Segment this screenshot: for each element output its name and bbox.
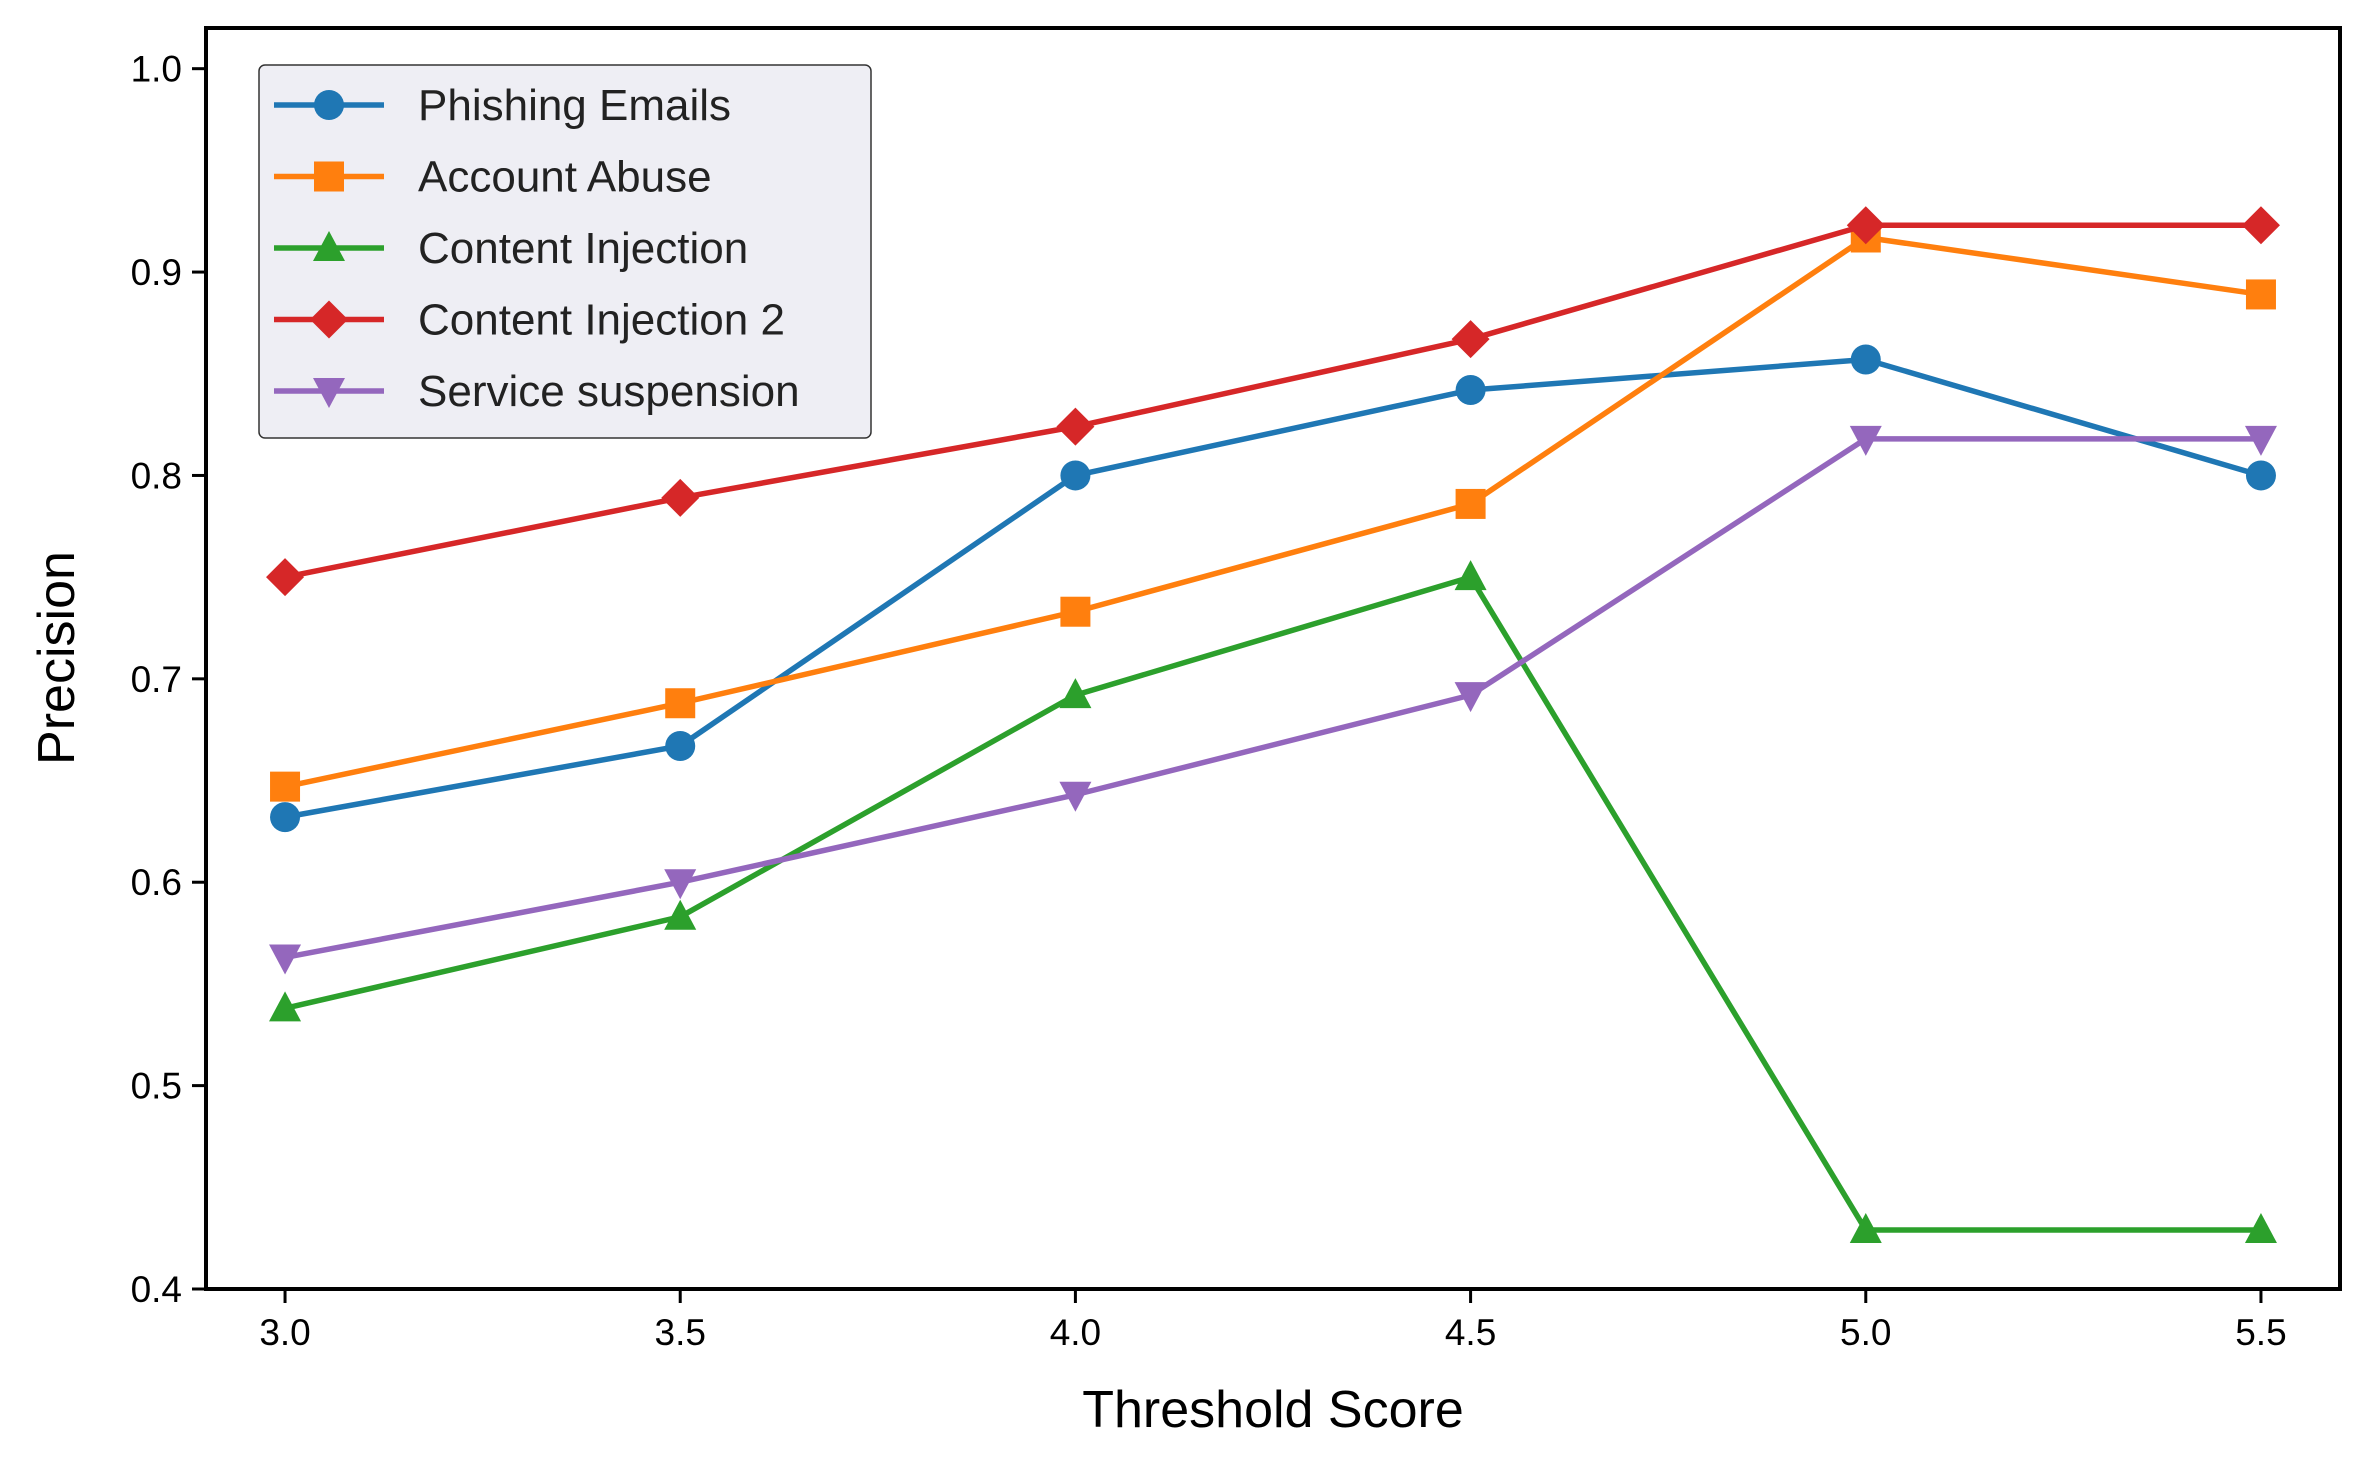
y-tick-label: 0.6 xyxy=(131,862,182,903)
data-point xyxy=(1454,560,1487,591)
data-point xyxy=(1849,425,1882,456)
series-line xyxy=(284,574,2261,1233)
series-line xyxy=(284,222,2261,580)
data-point xyxy=(2245,460,2276,491)
data-point xyxy=(1060,596,1091,627)
x-tick-label: 4.0 xyxy=(1050,1312,1101,1353)
data-point xyxy=(665,688,696,719)
legend-item: Service suspension xyxy=(274,367,800,416)
legend-label: Account Abuse xyxy=(418,153,712,202)
series-content-injection xyxy=(269,560,2277,1244)
y-tick-label: 0.9 xyxy=(131,252,182,293)
series-line xyxy=(284,234,2262,790)
legend-marker xyxy=(314,90,344,120)
data-point xyxy=(270,802,301,833)
legend-marker xyxy=(313,231,345,261)
legend-label: Content Injection xyxy=(418,224,748,273)
series-service-suspension xyxy=(269,425,2277,975)
data-point xyxy=(1455,488,1486,519)
x-tick-label: 4.5 xyxy=(1445,1312,1496,1353)
x-tick-label: 5.0 xyxy=(1840,1312,1891,1353)
data-point xyxy=(2241,206,2280,245)
series-line xyxy=(284,436,2261,961)
plot-frame xyxy=(204,26,2342,1291)
data-point xyxy=(1849,1213,1882,1244)
legend-marker xyxy=(313,378,345,408)
y-axis-title: Precision xyxy=(28,551,86,765)
data-point xyxy=(1454,682,1487,713)
data-point xyxy=(1455,375,1486,406)
data-point xyxy=(664,869,697,900)
x-axis: 3.0 3.5 4.0 4.5 5.0 5.5 xyxy=(259,1289,2287,1353)
x-tick-label: 3.0 xyxy=(259,1312,310,1353)
y-tick-label: 1.0 xyxy=(131,49,182,90)
data-point xyxy=(661,478,700,517)
y-axis: 0.4 0.5 0.6 0.7 0.8 0.9 1.0 xyxy=(131,49,206,1310)
data-point xyxy=(664,899,697,930)
legend-item: Content Injection 2 xyxy=(274,296,785,345)
data-point xyxy=(269,944,302,975)
y-tick-label: 0.7 xyxy=(131,659,182,700)
y-tick-label: 0.8 xyxy=(131,455,182,496)
data-point xyxy=(2244,425,2277,456)
series-layer xyxy=(266,206,2280,1244)
data-point xyxy=(2244,1213,2277,1244)
legend-marker xyxy=(310,300,348,339)
data-point xyxy=(269,991,302,1022)
series-content-injection-2 xyxy=(266,206,2280,597)
legend: Phishing Emails Account Abuse Content Inje… xyxy=(258,64,872,439)
legend-item: Account Abuse xyxy=(274,153,712,202)
series-line xyxy=(284,356,2262,820)
data-point xyxy=(270,771,301,802)
data-point xyxy=(1059,678,1092,709)
legend-item: Content Injection xyxy=(274,224,748,273)
x-axis-title: Threshold Score xyxy=(1082,1381,1464,1439)
series-phishing-emails xyxy=(270,344,2276,833)
legend-box xyxy=(258,64,872,439)
data-point xyxy=(1846,206,1885,245)
data-point xyxy=(1451,320,1490,359)
data-point xyxy=(1060,460,1091,491)
data-point xyxy=(1850,344,1881,375)
data-point xyxy=(2245,279,2276,310)
legend-label: Service suspension xyxy=(418,367,800,416)
y-tick-label: 0.4 xyxy=(131,1269,182,1310)
legend-label: Phishing Emails xyxy=(418,81,731,130)
data-point xyxy=(1056,407,1095,446)
x-tick-label: 5.5 xyxy=(2235,1312,2286,1353)
legend-marker xyxy=(314,161,344,192)
x-tick-label: 3.5 xyxy=(655,1312,706,1353)
data-point xyxy=(266,558,305,597)
data-point xyxy=(665,730,696,761)
series-account-abuse xyxy=(270,222,2276,802)
y-tick-label: 0.5 xyxy=(131,1066,182,1107)
data-point xyxy=(1059,781,1092,812)
legend-item: Phishing Emails xyxy=(274,81,731,130)
legend-label: Content Injection 2 xyxy=(418,296,785,345)
